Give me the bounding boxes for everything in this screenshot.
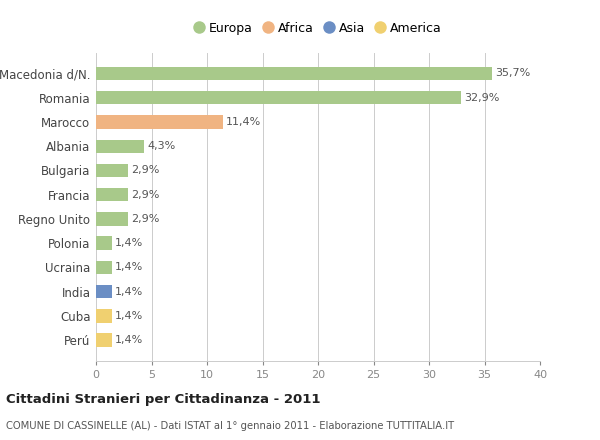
Text: 2,9%: 2,9%: [131, 165, 160, 176]
Text: 2,9%: 2,9%: [131, 190, 160, 200]
Bar: [96, 212, 128, 226]
Text: 2,9%: 2,9%: [131, 214, 160, 224]
Text: 1,4%: 1,4%: [115, 286, 143, 297]
Bar: [96, 115, 223, 128]
Bar: [96, 164, 128, 177]
Text: 32,9%: 32,9%: [464, 93, 500, 103]
Bar: [96, 188, 128, 202]
Bar: [96, 261, 112, 274]
Text: 1,4%: 1,4%: [115, 335, 143, 345]
Bar: [96, 285, 112, 298]
Legend: Europa, Africa, Asia, America: Europa, Africa, Asia, America: [191, 19, 445, 37]
Bar: [96, 236, 112, 250]
Text: COMUNE DI CASSINELLE (AL) - Dati ISTAT al 1° gennaio 2011 - Elaborazione TUTTITA: COMUNE DI CASSINELLE (AL) - Dati ISTAT a…: [6, 421, 454, 431]
Bar: [96, 67, 492, 80]
Bar: [96, 334, 112, 347]
Text: 1,4%: 1,4%: [115, 262, 143, 272]
Bar: [96, 91, 461, 104]
Bar: [96, 309, 112, 323]
Text: 35,7%: 35,7%: [496, 69, 531, 78]
Text: 11,4%: 11,4%: [226, 117, 261, 127]
Text: 1,4%: 1,4%: [115, 238, 143, 248]
Text: 4,3%: 4,3%: [147, 141, 175, 151]
Bar: [96, 139, 144, 153]
Text: 1,4%: 1,4%: [115, 311, 143, 321]
Text: Cittadini Stranieri per Cittadinanza - 2011: Cittadini Stranieri per Cittadinanza - 2…: [6, 392, 320, 406]
